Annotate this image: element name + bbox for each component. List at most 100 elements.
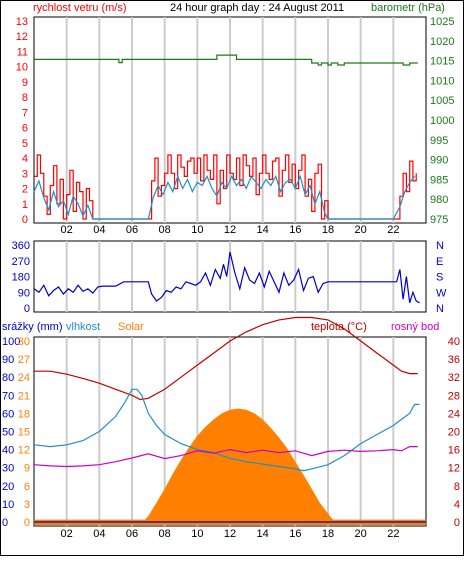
solar-tick-6: 18 [18,408,30,420]
solar-area [34,408,426,525]
wind-tick-13: 13 [16,16,28,28]
wind-tick-5: 5 [22,138,28,150]
x-tick-06: 06 [126,528,138,540]
wind-tick-8: 8 [22,92,28,104]
solar-tick-1: 3 [24,499,30,511]
x-tick-20: 20 [355,224,367,236]
pressure-tick-995: 995 [430,135,448,147]
wind-panel-x-axis: 02 04 06 08 10 12 14 16 18 20 22 [61,224,400,236]
wind-panel-series [33,54,418,220]
direction-tick-270: 270 [12,256,30,268]
pressure-tick-975: 975 [430,214,448,226]
direction-panel-series [33,251,420,304]
x-tick-16: 16 [289,224,301,236]
climate-panel-x-axis: 02 04 06 08 10 12 14 16 18 20 22 [61,528,400,540]
rain-tick-6: 60 [2,408,14,420]
rain-label: srážky (mm) [2,321,63,333]
humidity-line [33,388,420,472]
temp-tick-8: 32 [448,372,460,384]
temp-tick-1: 4 [454,499,460,511]
temp-tick-4: 16 [448,445,460,457]
pressure-tick-990: 990 [430,155,448,167]
x-tick-04: 04 [93,224,105,236]
x-tick-08: 08 [159,528,171,540]
solar-tick-8: 24 [18,372,30,384]
pressure-axis: 975 980 985 990 995 1000 1005 1010 1015 1020 1025 [430,16,454,226]
direction-tick-90: 90 [18,287,30,299]
x-tick-10: 10 [191,528,203,540]
dewpoint-line [33,446,418,468]
humidity-label: vlhkost [66,321,100,333]
rain-tick-0: 0 [2,517,8,529]
climate-panel-series [33,316,426,525]
wind-avg-line [33,174,416,220]
pressure-tick-980: 980 [430,194,448,206]
rain-tick-7: 70 [2,390,14,402]
pressure-line [34,54,418,66]
temp-tick-9: 36 [448,354,460,366]
rain-tick-8: 80 [2,372,14,384]
temp-tick-5: 20 [448,427,460,439]
rain-tick-3: 30 [2,463,14,475]
x-tick-02: 02 [61,528,73,540]
x-tick-14: 14 [257,224,269,236]
pressure-tick-1025: 1025 [430,16,454,28]
x-tick-16: 16 [289,528,301,540]
temp-tick-6: 24 [448,408,460,420]
dewpoint-label: rosný bod [391,321,439,333]
wind-tick-10: 10 [16,62,28,74]
compass-tick-1: W [436,287,447,299]
wind-tick-2: 2 [22,184,28,196]
compass-tick-3: E [436,256,443,268]
rain-tick-10: 100 [2,336,20,348]
rain-tick-2: 20 [2,481,14,493]
x-tick-12: 12 [224,224,236,236]
pressure-tick-1010: 1010 [430,75,454,87]
temp-tick-10: 40 [448,336,460,348]
pressure-tick-1020: 1020 [430,36,454,48]
solar-tick-9: 27 [18,354,30,366]
solar-tick-5: 15 [18,427,30,439]
temp-tick-3: 12 [448,463,460,475]
wind-gust-line [34,154,417,220]
solar-tick-7: 21 [18,390,30,402]
pressure-tick-1000: 1000 [430,115,454,127]
x-tick-08: 08 [159,224,171,236]
x-tick-10: 10 [191,224,203,236]
x-tick-02: 02 [61,224,73,236]
direction-line [33,251,420,304]
x-tick-20: 20 [355,528,367,540]
x-tick-06: 06 [126,224,138,236]
wind-tick-6: 6 [22,123,28,135]
wind-speed-label: rychlost vetru (m/s) [33,2,127,14]
direction-axis: 0 90 180 270 360 [12,240,30,315]
rain-tick-1: 10 [2,499,14,511]
compass-tick-0: N [436,303,444,315]
x-tick-22: 22 [387,528,399,540]
wind-tick-4: 4 [22,153,28,165]
temperature-label: teplota (°C) [311,321,367,333]
wind-tick-11: 11 [17,46,28,58]
wind-tick-12: 12 [16,31,28,43]
temperature-line [34,316,418,401]
rain-tick-4: 40 [2,445,14,457]
compass-tick-2: S [436,272,443,284]
rain-tick-5: 50 [2,427,14,439]
x-tick-14: 14 [257,528,269,540]
temp-tick-0: 0 [454,517,460,529]
direction-tick-0: 0 [24,303,30,315]
pressure-label: barometr (hPa) [371,2,445,14]
direction-tick-360: 360 [12,240,30,252]
pressure-tick-985: 985 [430,174,448,186]
pressure-tick-1005: 1005 [430,95,454,107]
solar-tick-0: 0 [24,517,30,529]
rain-tick-9: 90 [2,354,14,366]
x-tick-12: 12 [224,528,236,540]
solar-tick-3: 9 [24,463,30,475]
wind-tick-0: 0 [22,214,28,226]
solar-tick-2: 6 [24,481,30,493]
